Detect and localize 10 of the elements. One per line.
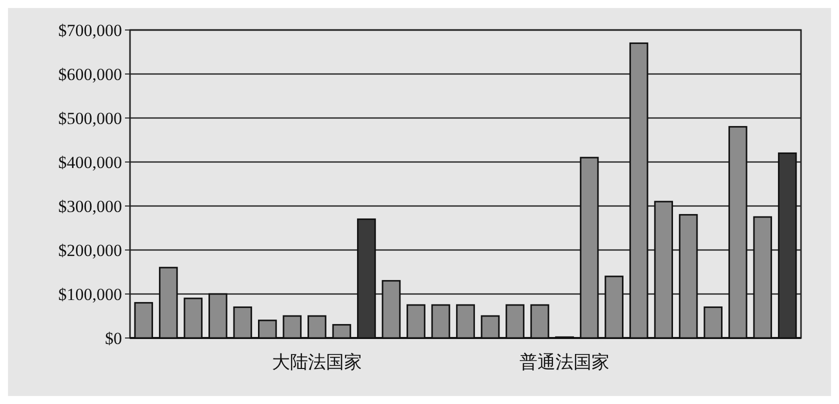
x-tick-label: 大陆法国家 bbox=[272, 352, 362, 372]
y-tick-label: $0 bbox=[105, 328, 122, 348]
y-tick-label: $700,000 bbox=[58, 20, 122, 40]
y-tick-label: $300,000 bbox=[58, 196, 122, 216]
y-tick-label: $100,000 bbox=[58, 284, 122, 304]
y-tick-label: $400,000 bbox=[58, 152, 122, 172]
y-tick-label: $600,000 bbox=[58, 64, 122, 84]
y-tick-label: $500,000 bbox=[58, 108, 122, 128]
y-tick-label: $200,000 bbox=[58, 240, 122, 260]
x-tick-label: 普通法国家 bbox=[520, 352, 610, 372]
